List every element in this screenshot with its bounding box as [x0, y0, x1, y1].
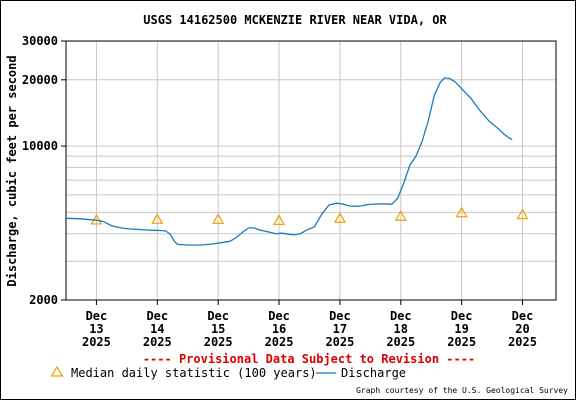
median-daily-marker	[273, 214, 286, 225]
provisional-notice: ---- Provisional Data Subject to Revisio…	[143, 352, 475, 366]
y-axis-ticks: 2000 10000 20000 30000	[22, 34, 66, 307]
x-tick-label: 15	[211, 322, 225, 336]
x-tick-label: Dec	[451, 309, 473, 323]
x-tick-label: 18	[394, 322, 408, 336]
median-daily-marker	[455, 206, 468, 218]
x-tick-label: 2025	[265, 335, 294, 349]
median-daily-marker	[333, 212, 346, 223]
x-tick-label: 20	[515, 322, 529, 336]
x-tick-label: Dec	[390, 309, 412, 323]
x-tick-label: 2025	[447, 335, 476, 349]
legend: Median daily statistic (100 years) Disch…	[50, 365, 406, 380]
x-tick-label: 13	[89, 322, 103, 336]
x-tick-label: 17	[333, 322, 347, 336]
legend-discharge-label: Discharge	[341, 366, 406, 380]
y-tick-label: 30000	[22, 34, 58, 48]
x-tick-label: Dec	[329, 309, 351, 323]
x-tick-label: 2025	[386, 335, 415, 349]
credit-text: Graph courtesy of the U.S. Geological Su…	[356, 386, 568, 395]
x-tick-label: 19	[454, 322, 468, 336]
x-tick-label: Dec	[86, 309, 108, 323]
grid-lines	[66, 41, 556, 300]
y-tick-label: 20000	[22, 73, 58, 87]
x-tick-label: 2025	[82, 335, 111, 349]
x-axis-ticks: Dec132025Dec142025Dec152025Dec162025Dec1…	[82, 300, 537, 349]
x-tick-label: Dec	[146, 309, 168, 323]
x-tick-label: 2025	[143, 335, 172, 349]
legend-median-label: Median daily statistic (100 years)	[71, 366, 317, 380]
x-tick-label: Dec	[207, 309, 229, 323]
y-tick-label: 2000	[29, 293, 58, 307]
x-tick-label: Dec	[512, 309, 534, 323]
x-tick-label: 16	[272, 322, 286, 336]
x-tick-label: 2025	[325, 335, 354, 349]
median-daily-marker	[394, 210, 407, 221]
median-daily-marker	[212, 213, 225, 224]
discharge-series-line	[65, 77, 513, 246]
x-tick-label: 14	[150, 322, 164, 336]
median-daily-marker	[151, 213, 164, 224]
chart-title: USGS 14162500 MCKENZIE RIVER NEAR VIDA, …	[143, 13, 447, 27]
y-tick-label: 10000	[22, 139, 58, 153]
y-axis-label: Discharge, cubic feet per second	[5, 55, 19, 286]
plot-area	[65, 40, 557, 301]
legend-median-marker-icon	[50, 365, 64, 377]
median-daily-marker	[516, 208, 529, 220]
x-tick-label: 2025	[508, 335, 537, 349]
x-tick-label: Dec	[268, 309, 290, 323]
x-tick-label: 2025	[204, 335, 233, 349]
